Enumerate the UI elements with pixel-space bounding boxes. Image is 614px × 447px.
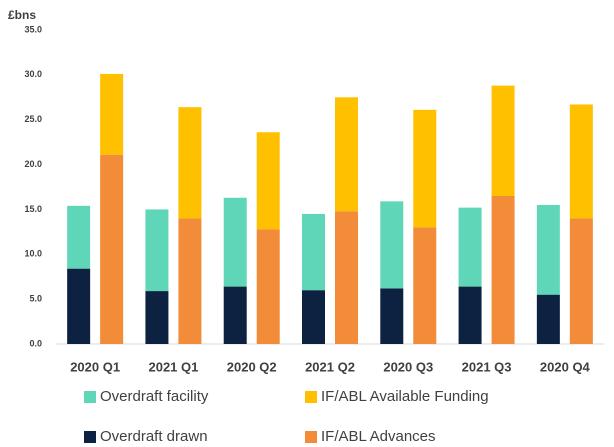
x-tick-label: 2020 Q1 <box>70 359 120 374</box>
bar-segment <box>458 286 482 344</box>
y-tick-label: 35.0 <box>24 24 42 34</box>
legend-label: IF/ABL Available Funding <box>321 388 489 405</box>
bar-segment <box>335 97 358 212</box>
x-tick-label: 2020 Q3 <box>383 359 433 374</box>
bar-segment <box>491 85 515 196</box>
bar-segment <box>256 229 280 344</box>
bar-segment <box>145 209 169 292</box>
bar-segment <box>536 294 560 344</box>
y-axis-label: £bns <box>8 8 36 22</box>
legend-label: Overdraft facility <box>100 388 209 405</box>
y-tick-label: 15.0 <box>24 204 42 214</box>
legend-label: IF/ABL Advances <box>321 428 436 445</box>
bar-segment <box>302 213 325 291</box>
bar-segment <box>569 218 593 344</box>
y-tick-label: 10.0 <box>24 249 42 259</box>
bar-segment <box>536 204 560 295</box>
bar-segment <box>178 107 202 219</box>
bar-segment <box>413 109 437 228</box>
bar-segment <box>458 207 482 287</box>
bar-segment <box>302 290 325 344</box>
bar-segment <box>67 268 91 344</box>
bar-segment <box>223 197 247 287</box>
x-tick-label: 2020 Q2 <box>227 359 277 374</box>
bar-segment <box>380 288 404 344</box>
bar-segment <box>380 201 404 289</box>
x-tick-label: 2021 Q2 <box>305 359 355 374</box>
x-tick-label: 2021 Q1 <box>148 359 198 374</box>
bar-segment <box>256 132 280 230</box>
legend-swatch <box>84 391 96 403</box>
bar-segment <box>100 154 124 344</box>
legend-label: Overdraft drawn <box>100 428 208 445</box>
y-tick-label: 30.0 <box>24 69 42 79</box>
bar-segment <box>335 211 358 344</box>
legend-swatch <box>305 391 317 403</box>
bar-segment <box>569 104 593 219</box>
bar-segment <box>145 291 169 344</box>
bar-segment <box>67 205 91 269</box>
bar-segment <box>413 227 437 344</box>
legend-swatch <box>84 431 96 443</box>
bar-segment <box>223 286 247 344</box>
x-tick-label: 2021 Q3 <box>462 359 512 374</box>
bar-segment <box>100 73 124 155</box>
y-tick-label: 5.0 <box>29 294 42 304</box>
y-tick-label: 0.0 <box>29 338 42 348</box>
bar-segment <box>491 195 515 344</box>
legend-swatch <box>305 431 317 443</box>
bar-segment <box>178 218 202 344</box>
x-tick-label: 2020 Q4 <box>540 359 591 374</box>
y-tick-label: 20.0 <box>24 159 42 169</box>
y-tick-label: 25.0 <box>24 114 42 124</box>
